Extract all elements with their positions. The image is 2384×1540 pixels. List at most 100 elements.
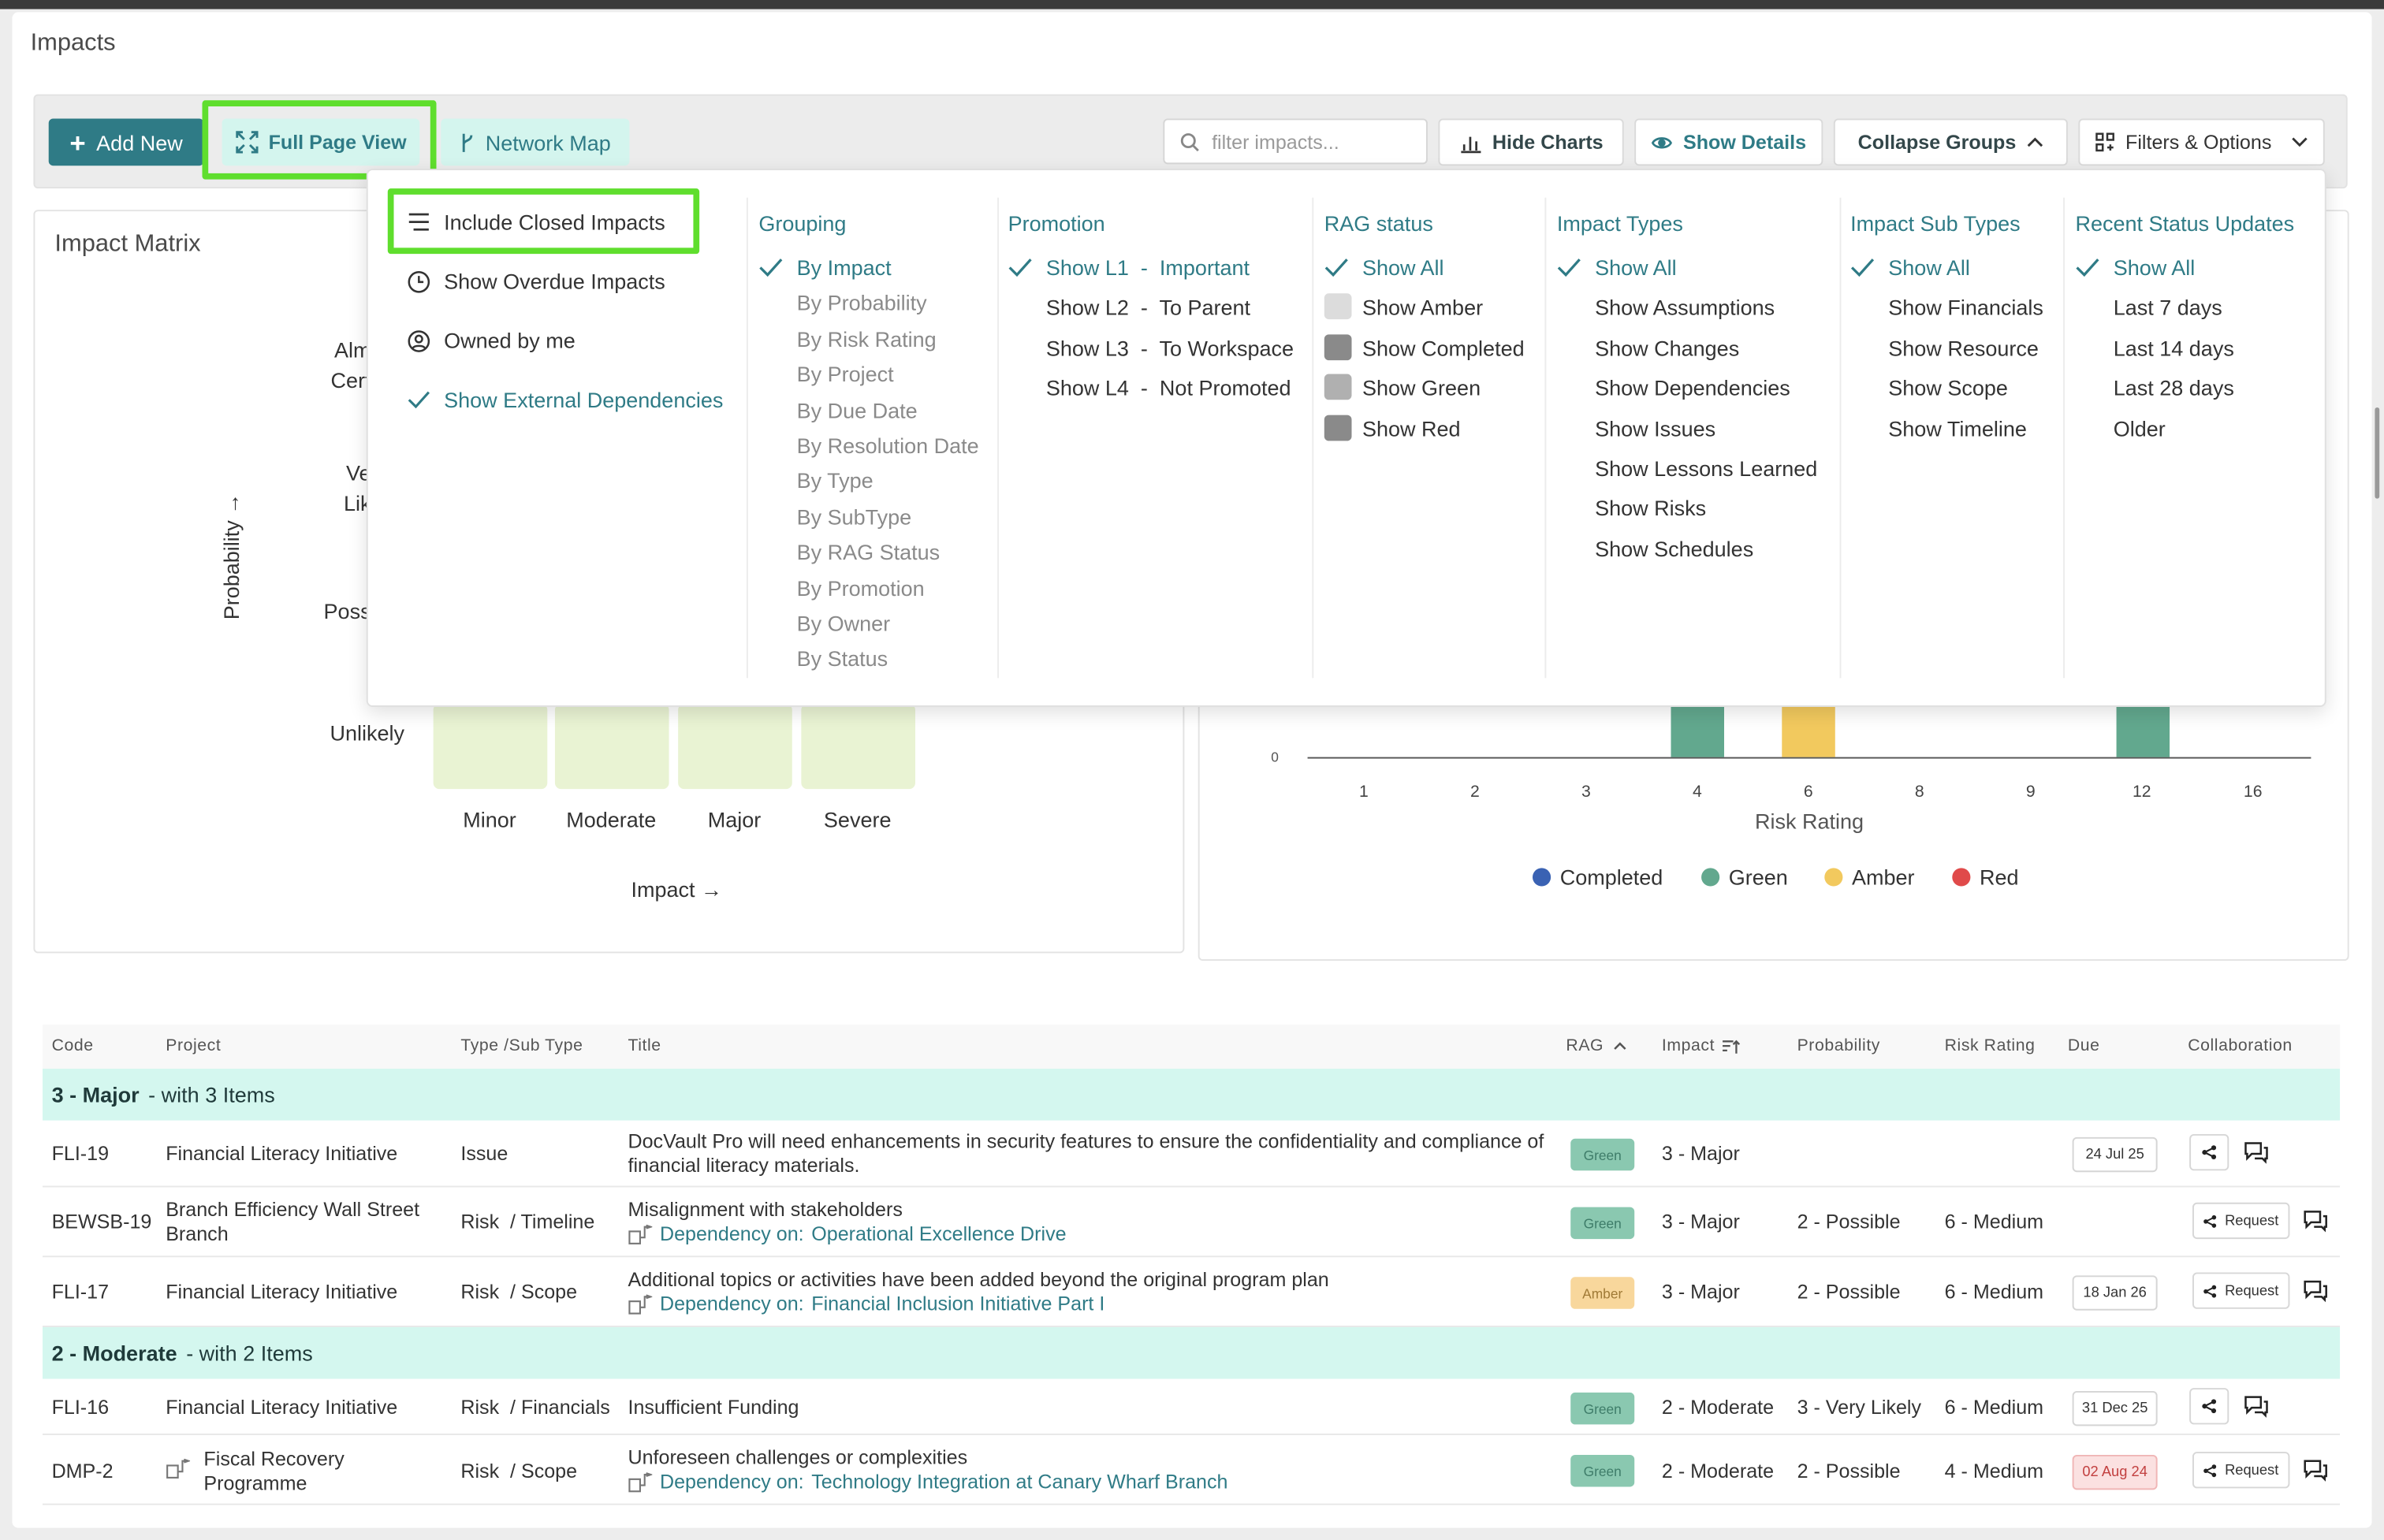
col-rag[interactable]: RAG — [1566, 1037, 1626, 1055]
full-page-view-button[interactable]: Full Page View — [222, 118, 420, 166]
impact-type-option[interactable]: Show Schedules — [1595, 536, 1754, 561]
col-risk-rating[interactable]: Risk Rating — [1944, 1036, 2036, 1055]
legend-item-red[interactable]: Red — [1952, 865, 2019, 889]
due-date-badge[interactable]: 18 Jan 26 — [2072, 1275, 2158, 1311]
impact-type-option[interactable]: Show Dependencies — [1595, 375, 1790, 400]
col-title[interactable]: Title — [628, 1036, 661, 1055]
promotion-option[interactable]: Show L4 - Not Promoted — [1045, 375, 1291, 400]
matrix-cell[interactable] — [554, 704, 669, 790]
grouping-option[interactable]: By RAG Status — [796, 540, 941, 564]
cell-title[interactable]: Additional topics or activities have bee… — [628, 1267, 1329, 1291]
grouping-option[interactable]: By SubType — [796, 504, 912, 529]
dependency-link[interactable]: Dependency on: Operational Excellence Dr… — [628, 1222, 1067, 1245]
impact-type-option[interactable]: Show Lessons Learned — [1595, 456, 1818, 481]
matrix-cell[interactable] — [678, 704, 792, 790]
recent-status-option[interactable]: Older — [2113, 415, 2166, 441]
impact-type-option[interactable]: Show Issues — [1595, 415, 1716, 441]
collapse-groups-button[interactable]: Collapse Groups — [1833, 118, 2068, 166]
matrix-cell[interactable] — [801, 704, 915, 790]
grouping-option[interactable]: By Due Date — [796, 397, 918, 422]
promotion-option[interactable]: Show L2 - To Parent — [1045, 295, 1251, 320]
show-details-button[interactable]: Show Details — [1634, 118, 1823, 166]
impact-type-option[interactable]: Show Assumptions — [1595, 295, 1775, 320]
legend-item-amber[interactable]: Amber — [1824, 865, 1915, 889]
rag-option[interactable]: Show All — [1324, 254, 1525, 294]
due-date-badge[interactable]: 24 Jul 25 — [2072, 1136, 2158, 1173]
table-row[interactable] — [42, 1379, 2341, 1435]
rag-option[interactable]: Show Completed — [1324, 333, 1525, 374]
col-project[interactable]: Project — [166, 1036, 222, 1055]
cell-title[interactable]: Insufficient Funding — [628, 1395, 799, 1419]
table-row[interactable] — [42, 1435, 2341, 1505]
chat-icon[interactable] — [2302, 1278, 2330, 1303]
col-due[interactable]: Due — [2067, 1036, 2100, 1055]
table-row[interactable] — [42, 1121, 2341, 1188]
cell-title[interactable]: Misalignment with stakeholders — [628, 1197, 903, 1221]
impact-sub-type-option[interactable]: Show All — [1850, 254, 2043, 294]
request-button[interactable]: Request — [2192, 1452, 2290, 1489]
show-external-dependencies-option[interactable]: Show External Dependencies — [408, 388, 723, 412]
search-input[interactable] — [1212, 129, 1410, 153]
filters-options-button[interactable]: Filters & Options — [2078, 118, 2325, 166]
chat-icon[interactable] — [2243, 1394, 2270, 1419]
group-header-moderate[interactable]: 2 - Moderate - with 2 Items — [42, 1326, 2341, 1379]
impact-sub-type-option[interactable]: Show Timeline — [1888, 415, 2027, 441]
grouping-option[interactable]: By Impact — [758, 254, 978, 289]
rag-option[interactable]: Show Amber — [1324, 294, 1525, 334]
recent-status-option[interactable]: Last 28 days — [2113, 375, 2234, 400]
impact-type-option[interactable]: Show Risks — [1595, 496, 1707, 521]
impact-type-option[interactable]: Show All — [1557, 254, 1817, 294]
grouping-option[interactable]: By Risk Rating — [796, 326, 937, 352]
col-probability[interactable]: Probability — [1797, 1036, 1881, 1055]
include-closed-impacts-option[interactable]: Include Closed Impacts — [408, 210, 665, 234]
grouping-option[interactable]: By Resolution Date — [796, 433, 979, 458]
impact-sub-type-option[interactable]: Show Financials — [1888, 295, 2043, 320]
promotion-option[interactable]: Show L3 - To Workspace — [1045, 335, 1294, 360]
rag-option[interactable]: Show Green — [1324, 374, 1525, 415]
recent-status-option[interactable]: Show All — [2075, 254, 2294, 294]
dependency-link[interactable]: Dependency on: Financial Inclusion Initi… — [628, 1293, 1104, 1315]
matrix-cell[interactable] — [433, 704, 548, 790]
grouping-option[interactable]: By Probability — [796, 291, 927, 316]
table-row[interactable] — [42, 1187, 2341, 1258]
show-overdue-impacts-option[interactable]: Show Overdue Impacts — [408, 269, 665, 293]
col-code[interactable]: Code — [51, 1036, 94, 1055]
legend-item-completed[interactable]: Completed — [1532, 865, 1663, 889]
network-map-button[interactable]: Network Map — [441, 118, 630, 166]
chat-icon[interactable] — [2302, 1458, 2330, 1482]
request-button[interactable]: Request — [2192, 1202, 2290, 1240]
rag-option[interactable]: Show Red — [1324, 414, 1525, 455]
group-header-major[interactable]: 3 - Major - with 3 Items — [42, 1069, 2341, 1121]
owned-by-me-option[interactable]: Owned by me — [408, 329, 576, 353]
impact-sub-type-option[interactable]: Show Scope — [1888, 375, 2008, 400]
chat-icon[interactable] — [2302, 1208, 2330, 1233]
search-box[interactable] — [1163, 118, 1428, 165]
col-impact[interactable]: Impact — [1662, 1037, 1741, 1055]
grouping-option[interactable]: By Owner — [796, 611, 891, 636]
table-row[interactable] — [42, 1257, 2341, 1327]
page-scrollbar[interactable] — [2375, 407, 2380, 499]
legend-item-green[interactable]: Green — [1701, 865, 1788, 889]
cell-title[interactable]: DocVault Pro will need enhancements in s… — [628, 1129, 1544, 1177]
dependency-link[interactable]: Dependency on: Technology Integration at… — [628, 1470, 1227, 1493]
grouping-option[interactable]: By Status — [796, 646, 888, 671]
impact-type-option[interactable]: Show Changes — [1595, 335, 1740, 360]
chat-icon[interactable] — [2243, 1140, 2270, 1165]
due-date-badge[interactable]: 31 Dec 25 — [2072, 1390, 2158, 1427]
grouping-option[interactable]: By Type — [796, 468, 874, 493]
hide-charts-button[interactable]: Hide Charts — [1438, 118, 1624, 166]
due-date-badge-overdue[interactable]: 02 Aug 24 — [2072, 1454, 2158, 1490]
recent-status-option[interactable]: Last 7 days — [2113, 295, 2222, 320]
col-type[interactable]: Type /Sub Type — [460, 1036, 583, 1055]
cell-title[interactable]: Unforeseen challenges or complexities — [628, 1445, 968, 1469]
impact-sub-type-option[interactable]: Show Resource — [1888, 335, 2039, 360]
grouping-option[interactable]: By Project — [796, 362, 894, 387]
page-title: Impacts — [30, 30, 116, 57]
recent-status-option[interactable]: Last 14 days — [2113, 335, 2234, 360]
share-button[interactable] — [2189, 1388, 2229, 1425]
share-button[interactable] — [2189, 1133, 2229, 1171]
promotion-option[interactable]: Show L1 - Important — [1008, 254, 1294, 294]
add-new-button[interactable]: + Add New — [48, 118, 204, 166]
request-button[interactable]: Request — [2192, 1272, 2290, 1309]
grouping-option[interactable]: By Promotion — [796, 575, 925, 600]
